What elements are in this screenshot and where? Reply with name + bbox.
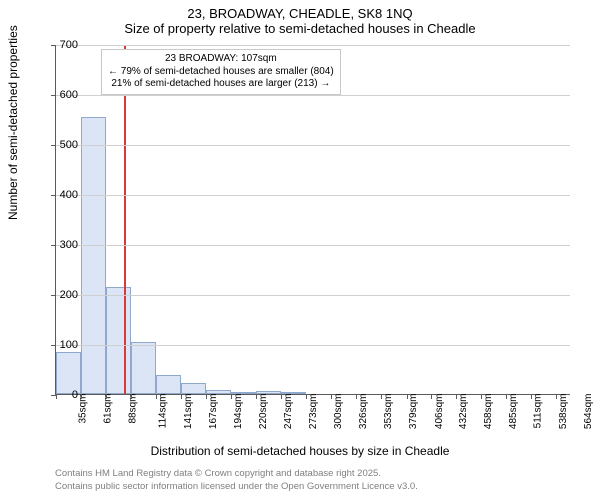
xtick-mark <box>56 394 57 399</box>
xtick-mark <box>531 394 532 399</box>
ytick-label: 600 <box>60 89 78 101</box>
xtick-label: 458sqm <box>483 394 494 430</box>
ytick-mark <box>51 295 56 296</box>
ytick-label: 400 <box>60 189 78 201</box>
xtick-mark <box>256 394 257 399</box>
xtick-label: 564sqm <box>583 394 594 430</box>
ytick-label: 500 <box>60 139 78 151</box>
xtick-label: 141sqm <box>183 394 194 430</box>
gridline <box>56 345 570 346</box>
xtick-mark <box>131 394 132 399</box>
xtick-mark <box>506 394 507 399</box>
plot-area: 23 BROADWAY: 107sqm ← 79% of semi-detach… <box>55 45 570 395</box>
xtick-mark <box>81 394 82 399</box>
histogram-bar <box>56 352 81 395</box>
annotation-line3: 21% of semi-detached houses are larger (… <box>108 78 334 91</box>
ytick-label: 100 <box>60 339 78 351</box>
xtick-label: 194sqm <box>233 394 244 430</box>
xtick-mark <box>181 394 182 399</box>
title-line1: 23, BROADWAY, CHEADLE, SK8 1NQ <box>0 0 600 21</box>
ytick-mark <box>51 45 56 46</box>
xtick-label: 220sqm <box>258 394 269 430</box>
annotation-line2: ← 79% of semi-detached houses are smalle… <box>108 66 334 79</box>
xtick-mark <box>331 394 332 399</box>
xtick-mark <box>381 394 382 399</box>
histogram-bar <box>181 383 207 394</box>
xtick-label: 406sqm <box>434 394 445 430</box>
xtick-mark <box>206 394 207 399</box>
ytick-label: 700 <box>60 39 78 51</box>
y-axis-title: Number of semi-detached properties <box>6 25 20 220</box>
xtick-mark <box>481 394 482 399</box>
xtick-label: 247sqm <box>283 394 294 430</box>
xtick-label: 485sqm <box>508 394 519 430</box>
ytick-label: 200 <box>60 289 78 301</box>
ytick-label: 0 <box>72 389 78 401</box>
xtick-label: 35sqm <box>78 394 89 424</box>
gridline <box>56 145 570 146</box>
xtick-label: 353sqm <box>384 394 395 430</box>
annotation-line1: 23 BROADWAY: 107sqm <box>108 53 334 66</box>
xtick-label: 167sqm <box>208 394 219 430</box>
annotation-box: 23 BROADWAY: 107sqm ← 79% of semi-detach… <box>101 49 341 95</box>
xtick-mark <box>306 394 307 399</box>
histogram-bar <box>81 117 107 395</box>
histogram-bar <box>131 342 157 395</box>
ytick-mark <box>51 195 56 196</box>
histogram-bar <box>106 287 131 395</box>
xtick-label: 432sqm <box>458 394 469 430</box>
footer-line2: Contains public sector information licen… <box>55 481 418 492</box>
reference-line <box>124 45 126 394</box>
xtick-mark <box>456 394 457 399</box>
ytick-mark <box>51 245 56 246</box>
title-line2: Size of property relative to semi-detach… <box>0 21 600 40</box>
xtick-mark <box>556 394 557 399</box>
xtick-mark <box>356 394 357 399</box>
chart-container: 23, BROADWAY, CHEADLE, SK8 1NQ Size of p… <box>0 0 600 500</box>
x-axis-title: Distribution of semi-detached houses by … <box>0 444 600 458</box>
xtick-mark <box>156 394 157 399</box>
xtick-label: 511sqm <box>532 394 543 429</box>
xtick-label: 88sqm <box>128 394 139 424</box>
xtick-label: 326sqm <box>358 394 369 430</box>
xtick-mark <box>106 394 107 399</box>
gridline <box>56 195 570 196</box>
ytick-label: 300 <box>60 239 78 251</box>
footer-line1: Contains HM Land Registry data © Crown c… <box>55 468 381 479</box>
xtick-mark <box>231 394 232 399</box>
gridline <box>56 245 570 246</box>
xtick-mark <box>407 394 408 399</box>
gridline <box>56 45 570 46</box>
xtick-label: 300sqm <box>333 394 344 430</box>
ytick-mark <box>51 95 56 96</box>
xtick-mark <box>281 394 282 399</box>
xtick-label: 61sqm <box>102 394 113 424</box>
gridline <box>56 95 570 96</box>
xtick-label: 273sqm <box>308 394 319 430</box>
xtick-mark <box>431 394 432 399</box>
ytick-mark <box>51 145 56 146</box>
xtick-label: 538sqm <box>558 394 569 430</box>
histogram-bar <box>156 375 181 394</box>
gridline <box>56 295 570 296</box>
xtick-label: 379sqm <box>408 394 419 430</box>
xtick-label: 114sqm <box>157 394 168 429</box>
ytick-mark <box>51 345 56 346</box>
